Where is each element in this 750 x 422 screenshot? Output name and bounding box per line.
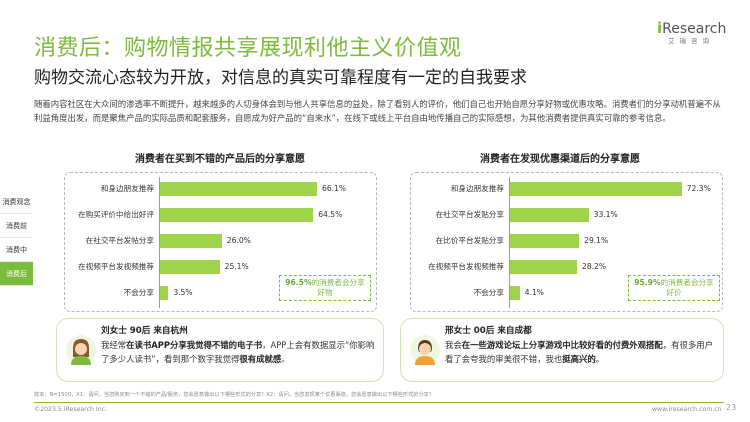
bar-category-label: 在视频平台发视频推荐 (78, 262, 154, 271)
bar-value-label: 28.2% (581, 262, 607, 271)
bar-value-label: 4.1% (524, 288, 545, 297)
woman-avatar-icon (66, 335, 96, 365)
chart-2: 和身边朋友推荐 72.3% 在社交平台发贴分享 33.1% 在比价平台发贴分享 29.1%… (410, 172, 723, 312)
footer-divider (34, 402, 724, 403)
bar (160, 234, 222, 248)
chart-2-callout-value: 95.9% (634, 278, 661, 287)
bar-value-label: 25.1% (224, 262, 249, 271)
quote-2-part: 我会 (445, 340, 462, 350)
chart-2-title: 消费者在发现优惠渠道后的分享意愿 (480, 154, 640, 165)
quote-1-part: 我经常 (101, 340, 127, 350)
sample-note: 样本：N=1500，X1：请问，当您购买到一个不错的产品/服务，您会愿意做出以下… (34, 392, 435, 398)
bar (510, 260, 577, 274)
bar-value-label: 3.5% (173, 288, 193, 297)
quote-card-2: 邢女士 00后 来自成都 我会在一些游戏论坛上分享游戏中比较好看的付费外观搭配，… (400, 318, 724, 382)
bar-value-label: 26.0% (226, 236, 251, 245)
quote-2-part: 。 (595, 354, 605, 364)
quote-1-highlight: 在读书APP分享我觉得不错的电子书 (126, 340, 263, 350)
quote-2-highlight: 挺高兴的 (562, 354, 596, 364)
bar (160, 208, 314, 222)
chart-2-plot: 和身边朋友推荐 72.3% 在社交平台发贴分享 33.1% 在比价平台发贴分享 29.1%… (411, 173, 724, 313)
logo-research: Research (662, 21, 727, 37)
chart-1-title: 消费者在买到不错的产品后的分享意愿 (135, 154, 305, 165)
sidebar-item-label: 消费后 (6, 270, 27, 278)
chart-1: 和身边朋友推荐 66.1% 在购买评价中给出好评 64.5% 在社交平台发帖分享 26.0… (64, 172, 377, 312)
quote-2-text: 我会在一些游戏论坛上分享游戏中比较好看的付费外观搭配，有很多用户看了会夸我的审美… (445, 338, 717, 366)
quote-1-part: 。 (281, 354, 290, 364)
intro-paragraph: 随着内容社区在大众间的渗透率不断提升，越来越多的人切身体会到与他人共享信息的益处… (34, 99, 721, 123)
section-sidebar: 消费观念 消费前 消费中 消费后 (0, 190, 33, 286)
bar (510, 182, 682, 196)
bar-category-label: 在购买评价中给出好评 (78, 210, 154, 219)
chart-2-callout-text: 的消费者会分享好价 (660, 278, 714, 297)
bar-category-label: 在社交平台发帖分享 (85, 236, 154, 245)
woman-avatar-icon (410, 335, 440, 365)
logo-subtitle: 艾瑞咨询 (668, 37, 714, 45)
quote-2-highlight: 在一些游戏论坛上分享游戏中比较好看的付费外观搭配 (461, 340, 663, 350)
bar-category-label: 和身边朋友推荐 (450, 184, 504, 193)
chart-1-callout-text: 的消费者会分享好物 (311, 278, 365, 297)
quote-card-1: 刘女士 90后 来自杭州 我经常在读书APP分享我觉得不错的电子书，APP上会有… (56, 318, 384, 382)
chart-1-callout: 96.5%的消费者会分享好物 (279, 275, 371, 301)
chart-1-plot: 和身边朋友推荐 66.1% 在购买评价中给出好评 64.5% 在社交平台发帖分享 26.0… (65, 173, 378, 313)
page-number: 23 (726, 403, 737, 412)
quote-1-highlight: 很有成就感 (239, 354, 282, 364)
page-title: 消费后：购物情报共享展现利他主义价值观 (34, 36, 462, 61)
bar-value-label: 64.5% (318, 210, 343, 219)
quote-2-part: ，有很多用户看了会夸我的审美很不错，我也 (445, 340, 713, 364)
bar (160, 182, 317, 196)
bar (160, 286, 169, 300)
bar-value-label: 66.1% (321, 184, 347, 193)
quote-1-text: 我经常在读书APP分享我觉得不错的电子书，APP上会有数据显示“你影响了多少人读… (101, 338, 377, 366)
logo-i: i (657, 19, 663, 37)
website-link[interactable]: www.iresearch.com.cn (652, 406, 722, 413)
chart-2-callout: 95.9%的消费者会分享好价 (628, 275, 720, 301)
sidebar-item-label: 消费中 (6, 246, 27, 254)
sidebar-item-before[interactable]: 消费前 (0, 214, 33, 238)
bar (510, 286, 520, 300)
bar (510, 208, 589, 222)
bar-category-label: 和身边朋友推荐 (100, 184, 154, 193)
bar-value-label: 29.1% (584, 236, 609, 245)
bar-category-label: 在社交平台发贴分享 (435, 210, 504, 219)
chart-1-callout-value: 96.5% (285, 278, 312, 287)
bar-value-label: 33.1% (593, 210, 618, 219)
sidebar-item-label: 消费前 (6, 222, 27, 230)
chart-axis (159, 177, 160, 308)
iresearch-logo: iResearch (657, 18, 727, 50)
page-subtitle: 购物交流心态较为开放，对信息的真实可靠程度有一定的自我要求 (34, 68, 527, 88)
sidebar-item-during[interactable]: 消费中 (0, 238, 33, 262)
sidebar-item-consumption-concept[interactable]: 消费观念 (0, 190, 33, 214)
bar-category-label: 不会分享 (123, 288, 154, 297)
bar-category-label: 不会分享 (473, 288, 504, 297)
bar-value-label: 72.3% (686, 184, 711, 193)
sidebar-item-label: 消费观念 (2, 198, 31, 206)
quote-1-part: ，APP上会有数据显示“你影响了多少人读书”，看到那个数字我觉得 (101, 340, 375, 364)
bar-category-label: 在比价平台发贴分享 (435, 236, 504, 245)
bar-category-label: 在视频平台发视频推荐 (428, 262, 504, 271)
sidebar-item-after[interactable]: 消费后 (0, 262, 33, 286)
quote-1-name: 刘女士 90后 来自杭州 (101, 326, 188, 336)
quote-2-name: 邢女士 00后 来自成都 (445, 326, 532, 336)
bar (510, 234, 580, 248)
chart-axis (509, 177, 510, 308)
copyright: ©2023.5 iResearch Inc. (34, 406, 107, 413)
bar (160, 260, 220, 274)
